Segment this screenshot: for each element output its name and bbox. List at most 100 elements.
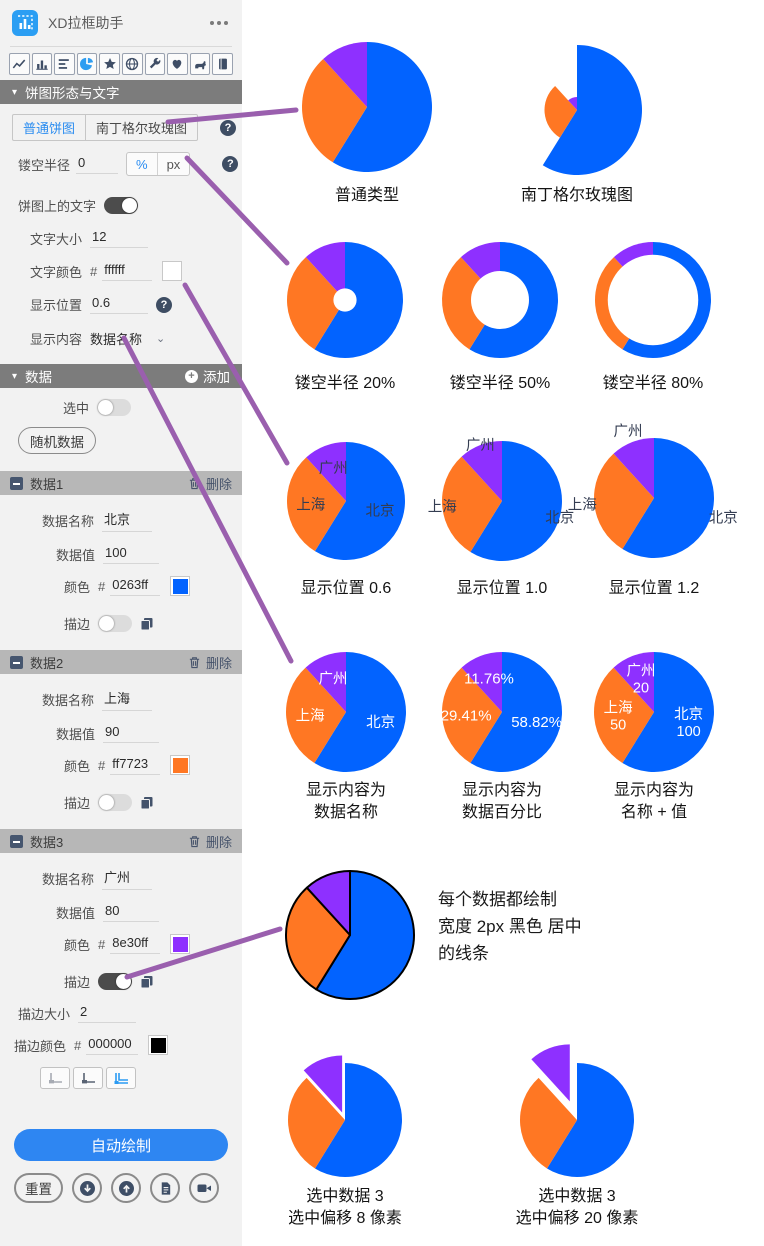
pie-slice xyxy=(461,652,502,712)
pie-chart-donut80 xyxy=(595,242,711,359)
stroke-toggle[interactable] xyxy=(98,615,133,632)
pie-chart-rose xyxy=(542,45,642,176)
delete-data-button[interactable]: 删除 xyxy=(188,653,232,672)
upload-button[interactable] xyxy=(111,1173,141,1203)
toolbar-star-icon[interactable] xyxy=(99,53,120,75)
pie-slice xyxy=(315,870,415,1000)
pie-slice xyxy=(323,42,367,107)
data-color-swatch[interactable] xyxy=(170,576,191,596)
pie-slice xyxy=(302,58,367,163)
stroke-row: 描边 xyxy=(64,614,242,633)
data-item-header: 数据1 删除 xyxy=(0,471,242,495)
auto-draw-button[interactable]: 自动绘制 xyxy=(14,1129,228,1161)
chevron-down-icon: ▾ xyxy=(12,86,18,98)
label-position-input[interactable]: 0.6 xyxy=(90,295,149,314)
selected-toggle[interactable] xyxy=(97,399,132,416)
stroke-label: 描边 xyxy=(64,796,91,811)
pie-chart-stroked xyxy=(285,870,415,1000)
tab-nightingale-rose[interactable]: 南丁格尔玫瑰图 xyxy=(85,115,197,140)
add-data-button[interactable]: + 添加 xyxy=(185,366,230,386)
data-color-input[interactable]: 8e30ff xyxy=(110,935,161,954)
download-button[interactable] xyxy=(72,1173,102,1203)
toolbar-globe-icon[interactable] xyxy=(121,53,143,75)
stroke-row: 描边 xyxy=(64,972,242,991)
toolbar-pie-chart-icon[interactable] xyxy=(76,53,98,75)
toolbar xyxy=(0,53,242,75)
toolbar-align-lines-icon[interactable] xyxy=(54,53,75,75)
section-header-shape[interactable]: ▾ 饼图形态与文字 xyxy=(0,80,242,104)
data-item-title: 数据2 xyxy=(30,655,64,671)
label-position-help-icon[interactable]: ? xyxy=(156,296,173,313)
toolbar-wrench-icon[interactable] xyxy=(144,53,166,75)
data-color-row: 颜色 # ff7723 xyxy=(64,755,242,775)
pie-text-toggle[interactable] xyxy=(104,197,139,214)
pie-chart-cname: 北京 上海 广州 xyxy=(286,652,407,773)
data-name-input[interactable]: 广州 xyxy=(102,867,153,890)
stroke-toggle[interactable] xyxy=(98,973,133,990)
donut-hole xyxy=(471,271,529,329)
data-color-swatch[interactable] xyxy=(170,755,191,775)
pie-slice xyxy=(613,652,654,712)
hollow-radius-help-icon[interactable]: ? xyxy=(222,156,239,172)
document-button[interactable] xyxy=(150,1173,180,1203)
font-color-swatch[interactable] xyxy=(162,261,183,281)
more-menu-button[interactable] xyxy=(208,17,230,29)
stroke-color-input[interactable]: 000000 xyxy=(86,1036,139,1055)
collapse-minus-icon[interactable] xyxy=(10,476,23,490)
data-name-input[interactable]: 北京 xyxy=(102,509,153,532)
pie-slice xyxy=(594,453,654,550)
toolbar-book-icon[interactable] xyxy=(212,53,233,75)
data-color-input[interactable]: ff7723 xyxy=(110,756,161,775)
pie-chart-normal xyxy=(302,42,433,172)
toolbar-heart-icon[interactable] xyxy=(167,53,188,75)
data-color-row: 颜色 # 0263ff xyxy=(64,576,242,596)
copy-icon[interactable] xyxy=(140,796,154,810)
data-value-input[interactable]: 100 xyxy=(103,545,160,564)
collapse-minus-icon[interactable] xyxy=(10,655,23,669)
data-value-input[interactable]: 80 xyxy=(103,903,160,922)
pie-slice xyxy=(441,456,502,553)
data-value-label: 数据值 xyxy=(56,906,96,921)
delete-data-button[interactable]: 删除 xyxy=(188,474,232,493)
pie-chart-donut50 xyxy=(442,242,558,359)
delete-data-button[interactable]: 删除 xyxy=(188,832,232,851)
data-value-input[interactable]: 90 xyxy=(103,724,160,743)
chevron-down-icon[interactable]: ⌄ xyxy=(156,333,166,345)
toolbar-bar-chart-icon[interactable] xyxy=(31,53,53,75)
data-name-input[interactable]: 上海 xyxy=(102,688,153,711)
toolbar-dog-icon[interactable] xyxy=(189,53,211,75)
video-button[interactable] xyxy=(189,1173,219,1203)
copy-icon[interactable] xyxy=(140,975,154,989)
stroke-align-outer-button[interactable] xyxy=(73,1067,103,1089)
font-size-input[interactable]: 12 xyxy=(90,229,149,248)
stroke-color-swatch[interactable] xyxy=(148,1035,169,1055)
pie-text-label: 饼图上的文字 xyxy=(18,199,97,214)
section-header-data[interactable]: ▾ 数据 + 添加 xyxy=(0,364,242,388)
toolbar-line-chart-icon[interactable] xyxy=(9,53,30,75)
pie-type-tabs: 普通饼图 南丁格尔玫瑰图 xyxy=(12,114,199,141)
hollow-radius-label: 镂空半径 xyxy=(18,157,71,173)
data-color-input[interactable]: 0263ff xyxy=(110,577,161,596)
font-color-input[interactable]: ffffff xyxy=(102,262,153,281)
pie-type-help-icon[interactable]: ? xyxy=(220,119,237,136)
tab-normal-pie[interactable]: 普通饼图 xyxy=(23,121,76,136)
stroke-align-inner-button[interactable] xyxy=(40,1067,70,1089)
stroke-toggle[interactable] xyxy=(98,794,133,811)
stroke-size-input[interactable]: 2 xyxy=(78,1004,137,1023)
data-color-swatch[interactable] xyxy=(170,934,191,954)
reset-button[interactable]: 重置 xyxy=(14,1173,63,1203)
font-color-row: 文字颜色 # ffffff xyxy=(30,261,242,281)
add-label: 添加 xyxy=(203,370,230,385)
data-item-header: 数据2 删除 xyxy=(0,650,242,674)
stroke-align-center-button[interactable] xyxy=(106,1067,136,1089)
hollow-radius-input[interactable]: 0 xyxy=(76,155,119,174)
label-content-select[interactable]: 数据名称 xyxy=(90,332,143,347)
random-data-button[interactable]: 随机数据 xyxy=(18,427,96,454)
copy-icon[interactable] xyxy=(140,617,154,631)
pie-slice xyxy=(622,652,715,772)
collapse-minus-icon[interactable] xyxy=(10,834,23,848)
unit-percent-button[interactable]: % xyxy=(136,156,148,172)
pie-slice xyxy=(303,1055,343,1113)
unit-px-button[interactable]: px xyxy=(156,153,190,175)
